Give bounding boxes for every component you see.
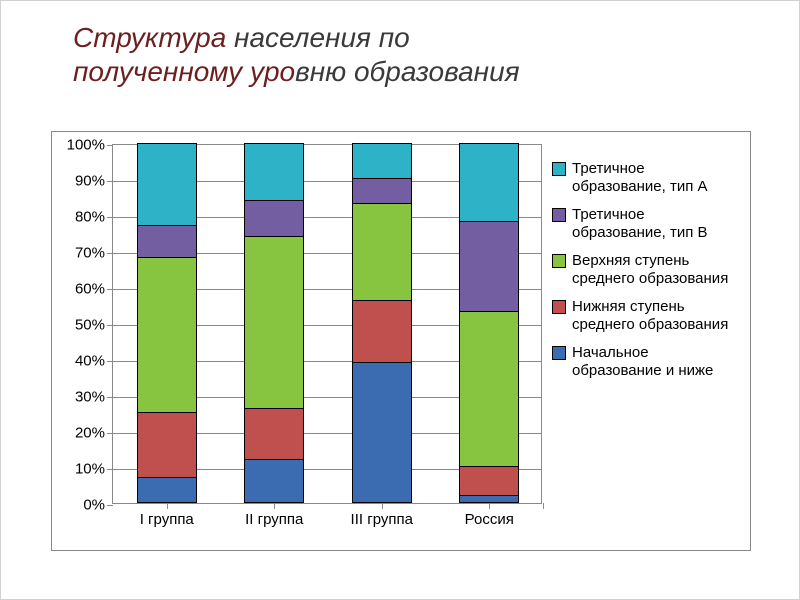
title-plain-2: вню образования [295, 56, 520, 87]
bar-segment [137, 478, 197, 503]
bar-segment [352, 363, 412, 503]
bar-segment [459, 467, 519, 496]
y-axis-label: 20% [75, 425, 113, 442]
y-axis-label: 100% [67, 137, 113, 154]
legend-label: Третичное образование, тип А [572, 160, 742, 196]
legend-item: Нижняя ступень среднего образования [552, 298, 742, 334]
slide: Структура населения по полученному уровн… [0, 0, 800, 600]
legend-label: Третичное образование, тип В [572, 206, 742, 242]
chart-container: 0% 10% 20% 30% 40% 50% 60% 70% 80% 90% 100% I групп… [51, 131, 751, 551]
legend: Третичное образование, тип А Третичное об… [552, 160, 742, 390]
bar-segment [459, 312, 519, 467]
y-axis-label: 30% [75, 389, 113, 406]
x-tick [543, 503, 544, 509]
bar [137, 143, 197, 503]
bar-segment [352, 204, 412, 301]
y-axis-label: 40% [75, 353, 113, 370]
bar-segment [244, 409, 304, 459]
y-axis-label: 70% [75, 245, 113, 262]
bar [352, 143, 412, 503]
legend-label: Верхняя ступень среднего образования [572, 252, 742, 288]
legend-item: Третичное образование, тип В [552, 206, 742, 242]
x-axis-label: I группа [140, 503, 194, 528]
bar-segment [352, 143, 412, 179]
bar-segment [352, 179, 412, 204]
bar [459, 143, 519, 503]
bar-segment [244, 143, 304, 201]
y-axis-label: 60% [75, 281, 113, 298]
bar-segment [244, 460, 304, 503]
title-plain-1: населения по [234, 22, 410, 53]
bar-segment [459, 496, 519, 503]
slide-title: Структура населения по полученному уровн… [73, 21, 733, 88]
y-axis-label: 10% [75, 461, 113, 478]
legend-item: Третичное образование, тип А [552, 160, 742, 196]
legend-swatch [552, 162, 566, 176]
bar-segment [137, 413, 197, 478]
legend-item: Верхняя ступень среднего образования [552, 252, 742, 288]
legend-swatch [552, 208, 566, 222]
y-axis-label: 80% [75, 209, 113, 226]
bar-segment [459, 143, 519, 222]
x-axis-label: III группа [351, 503, 413, 528]
bar-segment [352, 301, 412, 362]
y-axis-label: 50% [75, 317, 113, 334]
legend-label: Нижняя ступень среднего образования [572, 298, 742, 334]
legend-label: Начальное образование и ниже [572, 344, 742, 380]
bar-segment [244, 201, 304, 237]
bar [244, 143, 304, 503]
bar-segment [244, 237, 304, 410]
y-axis-label: 90% [75, 173, 113, 190]
plot-area: 0%10%20%30%40%50%60%70%80%90%100%I групп… [112, 144, 542, 504]
x-axis-label: II группа [245, 503, 303, 528]
bar-segment [137, 143, 197, 226]
x-axis-label: Россия [465, 503, 514, 528]
bar-segment [137, 258, 197, 413]
bar-segment [137, 226, 197, 258]
legend-swatch [552, 300, 566, 314]
y-axis-label: 0% [83, 497, 113, 514]
title-accent-2: полученному уро [73, 56, 295, 87]
legend-item: Начальное образование и ниже [552, 344, 742, 380]
title-accent-1: Структура [73, 22, 234, 53]
legend-swatch [552, 254, 566, 268]
legend-swatch [552, 346, 566, 360]
bar-segment [459, 222, 519, 312]
